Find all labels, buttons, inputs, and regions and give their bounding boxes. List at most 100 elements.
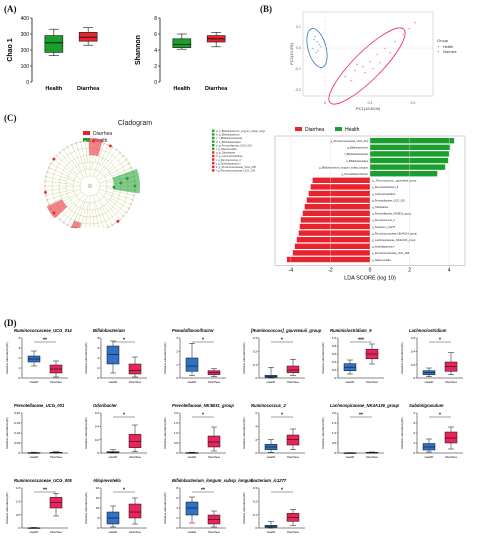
diarrhea-point: + (414, 20, 417, 25)
cladogram-node (119, 151, 122, 154)
x-category-label: Diarrhea (129, 455, 141, 459)
pcoa-xtick: 0.2 (411, 101, 416, 105)
lda-bar-diarrhea (296, 237, 370, 243)
lda-bar-label: g_Alloprevotella (372, 258, 391, 262)
y-tick-label: 0.2 (253, 350, 258, 354)
cladogram-branch (48, 195, 69, 205)
cladogram-branch (71, 144, 81, 165)
cladogram-node (130, 203, 133, 206)
y-tick-label: 0.5 (332, 441, 337, 445)
y-tick-label: 0.15 (14, 421, 20, 425)
pcoa-legend-diarrhea: Diarrhea (443, 50, 456, 54)
diarrhea-point: + (364, 70, 367, 75)
y-tick-label: 4 (255, 425, 257, 429)
box-health (264, 525, 278, 528)
y-axis-label: Relative abundance(%) (163, 342, 167, 373)
plot-title: bacterium_ic1277 (251, 478, 287, 483)
y-axis-label: Relative abundance(%) (321, 342, 325, 373)
diarrhea-marker-node (91, 139, 95, 143)
diarrhea-point: + (376, 52, 379, 57)
lda-legend-diarrhea-swatch (295, 127, 302, 131)
diarrhea-marker-node (116, 219, 120, 223)
diarrhea-ellipse (328, 27, 406, 105)
y-tick-label: 0 (18, 451, 20, 455)
y-tick-label: 0 (176, 526, 178, 530)
x-category-label: Health (267, 380, 276, 384)
diarrhea-point: + (394, 39, 397, 44)
cladogram-branch (45, 181, 74, 185)
sig-label: * (439, 338, 441, 344)
lda-bar-label: g_Pseudoflavonifractor (341, 172, 368, 176)
plot-title: Odoribacter (93, 403, 117, 408)
y-tick-label: 2 (97, 366, 99, 370)
lda-bar-diarrhea (312, 177, 370, 183)
x-category-label: Health (267, 455, 276, 459)
lda-bar-diarrhea (306, 197, 370, 203)
taxa-swatch (212, 151, 215, 154)
cladogram-node (47, 203, 50, 206)
plot-title: Prevotellaceae_UCG_001 (14, 403, 65, 408)
lda-bar-label: g_Prevotellaceae_NK3B31_group (372, 212, 412, 216)
x-category-label: Diarrhea (205, 86, 228, 92)
lda-xtick: 0 (369, 267, 372, 273)
health-point: + (313, 37, 316, 42)
cladogram-tree (44, 138, 140, 228)
pcoa-frame (302, 11, 434, 97)
box-diarrhea (128, 503, 142, 519)
x-category-label: Diarrhea (366, 380, 378, 384)
pcoa-ytick: -0.1 (295, 67, 301, 71)
abundance-plot: Subdoligranulum 0 1 2 3 4 Relative abundance(%… (400, 403, 463, 459)
cladogram-branch (107, 155, 124, 171)
y-axis-label: Relative abundance(%) (242, 342, 246, 373)
panel-c-lda: Diarrhea Health g_Ruminococcaceae_UCG_014g… (274, 127, 466, 281)
y-tick-label: 1 (18, 366, 20, 370)
panel-b-pcoa: ++++++++++++++++++++++++ 0 0.1 0.2 0.1 0… (289, 11, 456, 111)
y-tick-label: 0 (334, 376, 336, 380)
cladogram-node (130, 166, 133, 169)
y-tick-label: 4 (176, 506, 178, 510)
y-axis-label: Relative abundance(%) (5, 342, 9, 373)
diarrhea-point: + (408, 26, 411, 31)
panel-letter-b: (B) (260, 4, 272, 14)
sig-label: * (123, 413, 125, 419)
clade-highlight (46, 199, 68, 219)
box-health (185, 357, 199, 372)
x-category-label: Health (45, 86, 62, 92)
shannon-boxplot: 0 2 4 6 8 Shannon Health Diarrhea (135, 16, 228, 92)
diarrhea-marker-node (52, 211, 56, 215)
lda-bar-diarrhea (299, 223, 370, 230)
lda-bar-label: g_Ruminococcaceae_UCG_014 (331, 139, 369, 143)
plot-title: Lachnoclostridium (409, 328, 447, 333)
y-axis-label: Relative abundance(%) (242, 492, 246, 523)
y-tick-label: 2 (176, 350, 178, 354)
diarrhea-point: + (372, 66, 375, 71)
cladogram-node (47, 166, 50, 169)
taxa-label: f: g_Alloprevotella (216, 147, 237, 151)
health-marker-node (125, 177, 129, 180)
y-axis-label: Relative abundance(%) (400, 342, 404, 373)
box-diarrhea (128, 434, 142, 448)
lda-bar-label: g_Bifidobacterium (347, 146, 368, 150)
y-tick-label: 0.10 (14, 431, 20, 435)
cladogram-branch (92, 143, 105, 177)
lda-bar-health (370, 171, 438, 177)
panel-letter-a: (A) (4, 4, 17, 14)
x-category-label: Health (173, 86, 190, 92)
lda-bar-diarrhea (292, 250, 370, 256)
cladogram-node (84, 140, 87, 143)
x-category-label: Diarrhea (445, 455, 457, 459)
y-tick-label: 300 (21, 32, 30, 38)
health-ellipse (306, 28, 328, 68)
abundance-plot: Alloprevotella 0 5 10 15 20 Relative abundance… (84, 478, 147, 534)
lda-xtick: -4 (289, 267, 294, 273)
lda-bar-label: g_Subdoligranulum (372, 245, 394, 249)
cladogram-node (115, 148, 118, 151)
cladogram-node (133, 194, 136, 197)
plot-title: Ruminococcaceae_UCG_005 (14, 478, 72, 483)
y-tick-label: 15 (96, 496, 100, 500)
taxa-swatch (212, 147, 215, 150)
x-category-label: Diarrhea (445, 380, 457, 384)
cladogram-branch (47, 188, 81, 201)
cladogram-branch (47, 171, 81, 184)
panel-letter-c: (C) (4, 113, 17, 123)
